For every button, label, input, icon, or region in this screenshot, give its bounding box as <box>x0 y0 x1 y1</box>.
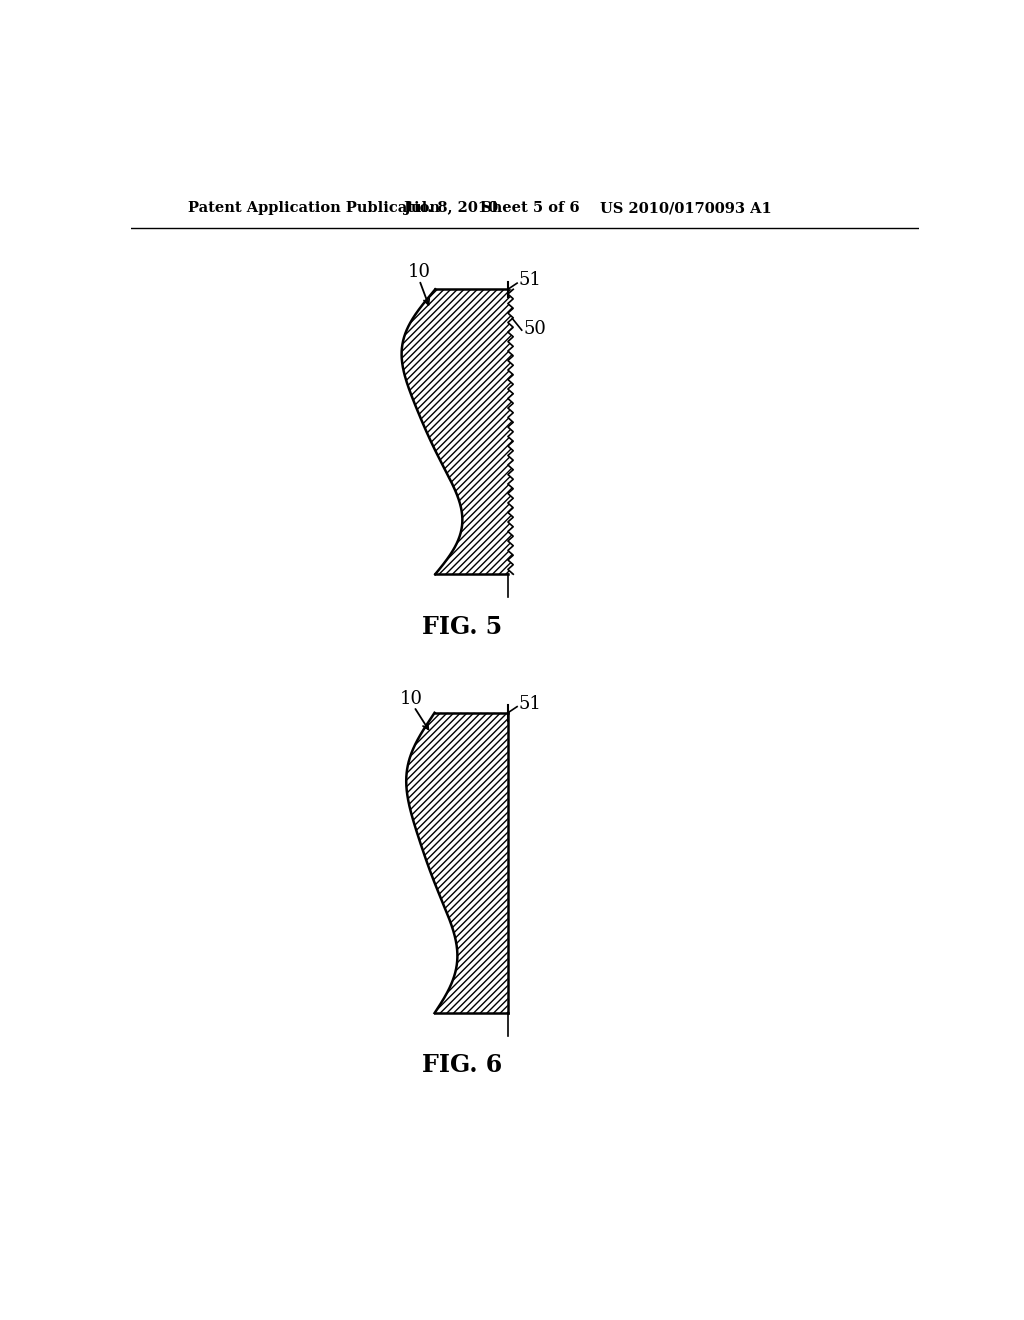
Text: Patent Application Publication: Patent Application Publication <box>188 202 440 215</box>
Polygon shape <box>401 289 513 574</box>
Text: Jul. 8, 2010: Jul. 8, 2010 <box>403 202 498 215</box>
Text: FIG. 5: FIG. 5 <box>422 615 502 639</box>
Text: Sheet 5 of 6: Sheet 5 of 6 <box>481 202 580 215</box>
Text: FIG. 6: FIG. 6 <box>422 1053 502 1077</box>
Text: 51: 51 <box>518 694 542 713</box>
Text: 50: 50 <box>523 321 546 338</box>
Text: 51: 51 <box>518 271 542 289</box>
Polygon shape <box>407 713 508 1014</box>
Text: US 2010/0170093 A1: US 2010/0170093 A1 <box>600 202 772 215</box>
Text: 10: 10 <box>408 264 431 281</box>
Text: 10: 10 <box>400 690 423 708</box>
